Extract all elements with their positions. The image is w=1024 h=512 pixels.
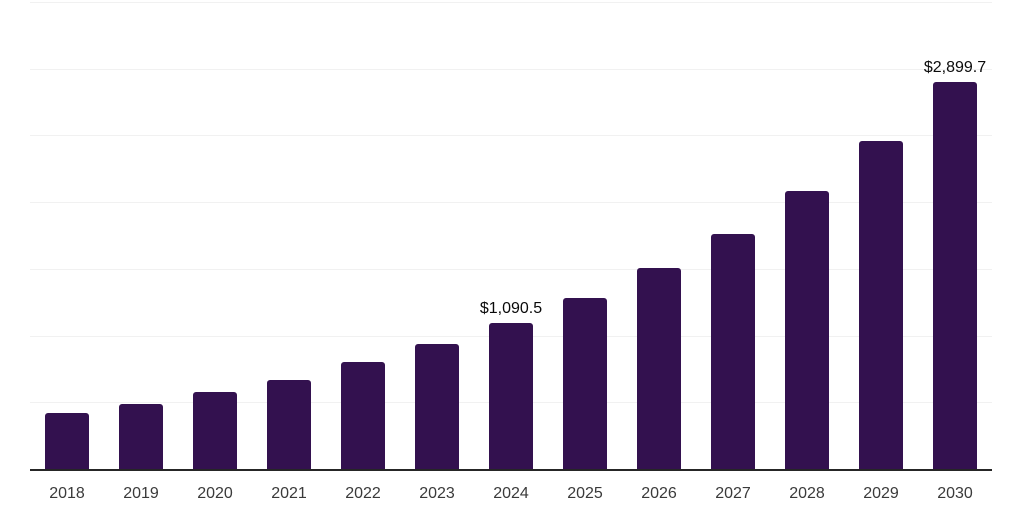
- gridline-1500: [30, 268, 992, 270]
- x-tick-label-2029: 2029: [863, 485, 899, 502]
- bar-2024: [489, 323, 533, 469]
- x-tick-label-2025: 2025: [567, 485, 603, 502]
- x-tick-label-2022: 2022: [345, 485, 381, 502]
- bar-value-label-2030: $2,899.7: [923, 59, 987, 77]
- x-tick-label-2024: 2024: [493, 485, 529, 502]
- x-tick-label-2019: 2019: [123, 485, 159, 502]
- bar-2019: [119, 404, 163, 469]
- x-tick-label-2018: 2018: [49, 485, 85, 502]
- bar-2028: [785, 190, 829, 469]
- gridline-2000: [30, 202, 992, 204]
- x-tick-label-2028: 2028: [789, 485, 825, 502]
- bar-2029: [859, 140, 903, 469]
- bar-2018: [45, 412, 89, 469]
- x-tick-label-2020: 2020: [197, 485, 233, 502]
- bar-2030: [933, 82, 977, 469]
- bar-2027: [711, 234, 755, 469]
- bar-2022: [341, 362, 385, 469]
- bar-value-label-2024: $1,090.5: [479, 300, 543, 318]
- bar-2021: [267, 379, 311, 469]
- gridline-3500: [30, 2, 992, 3]
- bar-2020: [193, 392, 237, 469]
- gridline-3000: [30, 68, 992, 70]
- x-tick-label-2030: 2030: [937, 485, 973, 502]
- bar-2023: [415, 344, 459, 469]
- x-axis-line: [30, 469, 992, 471]
- x-tick-label-2021: 2021: [271, 485, 307, 502]
- bar-2025: [563, 298, 607, 469]
- x-tick-label-2023: 2023: [419, 485, 455, 502]
- x-tick-label-2026: 2026: [641, 485, 677, 502]
- x-tick-label-2027: 2027: [715, 485, 751, 502]
- gridline-2500: [30, 135, 992, 137]
- bar-2026: [637, 268, 681, 469]
